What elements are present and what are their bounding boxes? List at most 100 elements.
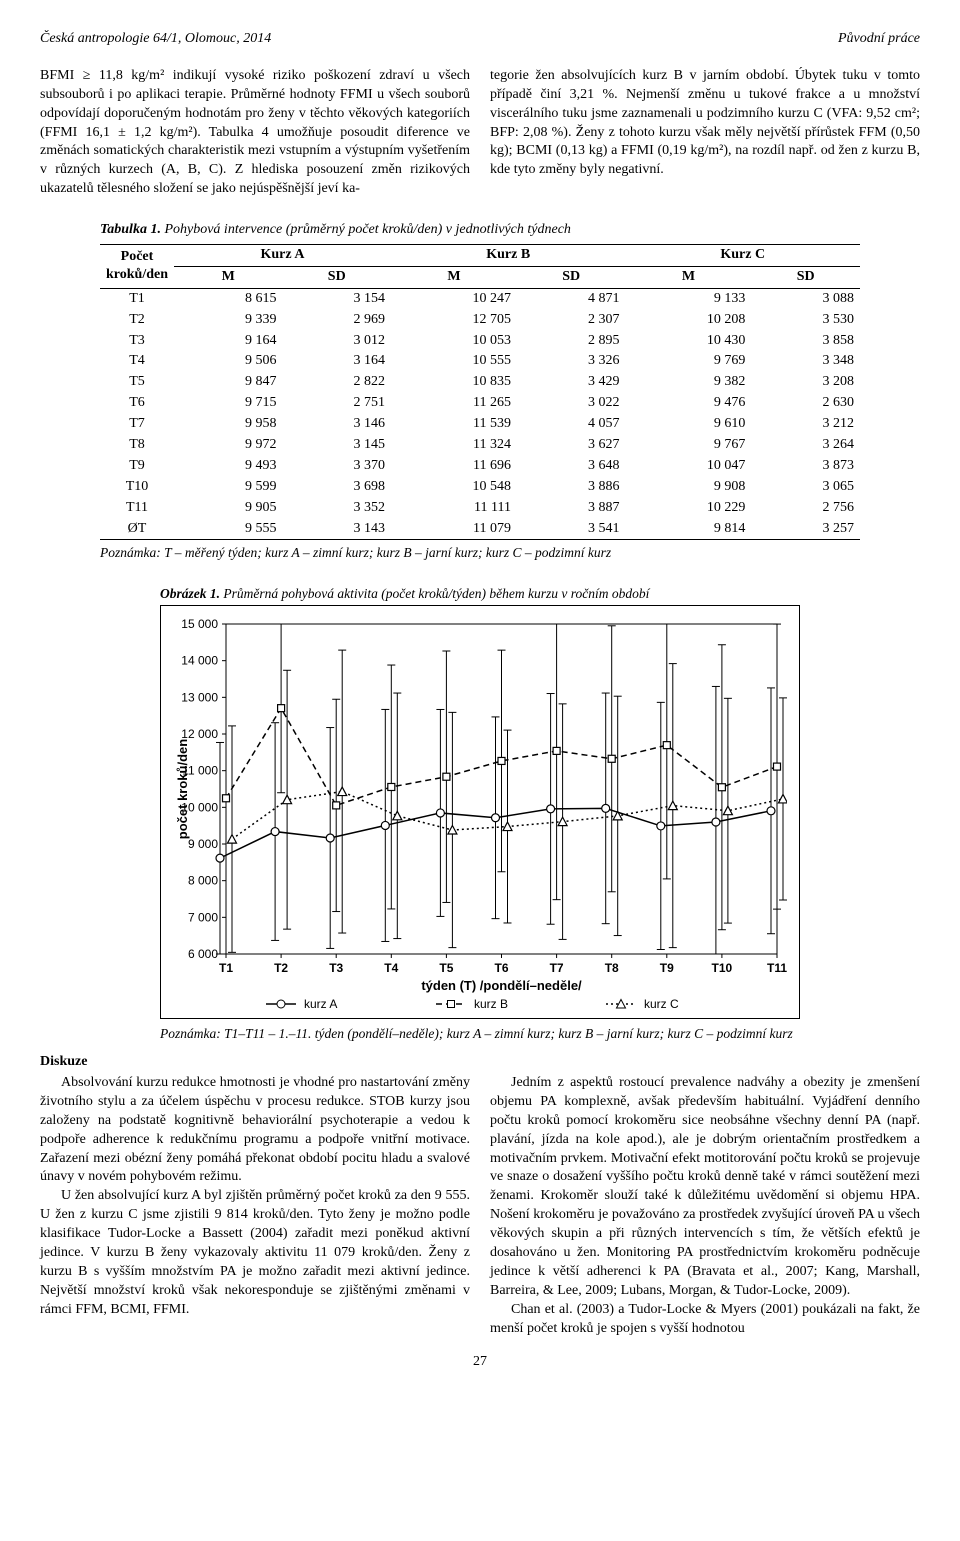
cell: 11 079	[391, 519, 517, 540]
cell: 9 905	[174, 498, 283, 519]
table-row: T69 7152 75111 2653 0229 4762 630	[100, 393, 860, 414]
table-sub: SD	[517, 266, 626, 288]
cell: 3 873	[751, 456, 860, 477]
cell: 3 257	[751, 519, 860, 540]
cell: 3 429	[517, 372, 626, 393]
table-row: T99 4933 37011 6963 64810 0473 873	[100, 456, 860, 477]
header-right: Původní práce	[838, 30, 920, 49]
table-row: T29 3392 96912 7052 30710 2083 530	[100, 310, 860, 331]
cell: 2 307	[517, 310, 626, 331]
cell: 2 969	[282, 310, 391, 331]
table-note: Poznámka: T – měřený týden; kurz A – zim…	[100, 544, 860, 562]
row-label: ØT	[100, 519, 174, 540]
table-row: T39 1643 01210 0532 89510 4303 858	[100, 331, 860, 352]
svg-text:kurz B: kurz B	[474, 997, 508, 1011]
svg-text:T9: T9	[660, 961, 674, 975]
row-label: T4	[100, 351, 174, 372]
cell: 3 352	[282, 498, 391, 519]
cell: 3 146	[282, 414, 391, 435]
page-number: 27	[40, 1353, 920, 1372]
svg-text:9 000: 9 000	[188, 837, 218, 851]
cell: 3 541	[517, 519, 626, 540]
intro-left: BFMI ≥ 11,8 kg/m² indikují vysoké riziko…	[40, 67, 470, 199]
cell: 9 599	[174, 477, 283, 498]
cell: 9 715	[174, 393, 283, 414]
table-row: T109 5993 69810 5483 8869 9083 065	[100, 477, 860, 498]
table-row: T79 9583 14611 5394 0579 6103 212	[100, 414, 860, 435]
cell: 9 493	[174, 456, 283, 477]
figure-1: Obrázek 1. Průměrná pohybová aktivita (p…	[160, 585, 800, 1043]
table-row: T49 5063 16410 5553 3269 7693 348	[100, 351, 860, 372]
cell: 3 022	[517, 393, 626, 414]
cell: 2 822	[282, 372, 391, 393]
cell: 9 769	[625, 351, 751, 372]
cell: 10 053	[391, 331, 517, 352]
cell: 3 627	[517, 435, 626, 456]
row-label: T6	[100, 393, 174, 414]
cell: 4 871	[517, 288, 626, 309]
svg-text:14 000: 14 000	[181, 654, 218, 668]
cell: 3 164	[282, 351, 391, 372]
svg-text:13 000: 13 000	[181, 690, 218, 704]
figure-note: Poznámka: T1–T11 – 1.–11. týden (pondělí…	[160, 1025, 800, 1043]
cell: 3 348	[751, 351, 860, 372]
cell: 11 265	[391, 393, 517, 414]
cell: 9 814	[625, 519, 751, 540]
cell: 3 208	[751, 372, 860, 393]
svg-text:T1: T1	[219, 961, 233, 975]
cell: 10 835	[391, 372, 517, 393]
chart-svg: 6 0007 0008 0009 00010 00011 00012 00013…	[171, 614, 787, 1014]
cell: 9 382	[625, 372, 751, 393]
svg-text:T8: T8	[605, 961, 619, 975]
svg-text:T11: T11	[767, 961, 787, 975]
row-label: T9	[100, 456, 174, 477]
svg-text:T3: T3	[329, 961, 343, 975]
cell: 3 143	[282, 519, 391, 540]
table-sub: M	[391, 266, 517, 288]
cell: 9 476	[625, 393, 751, 414]
row-label: T5	[100, 372, 174, 393]
cell: 8 615	[174, 288, 283, 309]
row-label: T7	[100, 414, 174, 435]
svg-text:T6: T6	[494, 961, 508, 975]
table-caption-prefix: Tabulka 1.	[100, 222, 161, 237]
cell: 9 958	[174, 414, 283, 435]
table-group-a: Kurz A	[174, 245, 391, 267]
cell: 12 705	[391, 310, 517, 331]
discussion-left: Absolvování kurzu redukce hmotnosti je v…	[40, 1074, 470, 1338]
cell: 3 088	[751, 288, 860, 309]
figure-caption: Obrázek 1. Průměrná pohybová aktivita (p…	[160, 585, 800, 603]
svg-text:T5: T5	[439, 961, 453, 975]
discussion-heading: Diskuze	[40, 1053, 920, 1072]
intro-columns: BFMI ≥ 11,8 kg/m² indikují vysoké riziko…	[40, 67, 920, 199]
table-row: T59 8472 82210 8353 4299 3823 208	[100, 372, 860, 393]
cell: 2 756	[751, 498, 860, 519]
row-label: T10	[100, 477, 174, 498]
cell: 3 698	[282, 477, 391, 498]
cell: 10 555	[391, 351, 517, 372]
cell: 3 065	[751, 477, 860, 498]
cell: 11 539	[391, 414, 517, 435]
cell: 9 767	[625, 435, 751, 456]
table-sub: M	[625, 266, 751, 288]
table-row: T89 9723 14511 3243 6279 7673 264	[100, 435, 860, 456]
cell: 10 548	[391, 477, 517, 498]
cell: 10 208	[625, 310, 751, 331]
discussion-columns: Absolvování kurzu redukce hmotnosti je v…	[40, 1074, 920, 1338]
table-row: T18 6153 15410 2474 8719 1333 088	[100, 288, 860, 309]
table-caption: Tabulka 1. Pohybová intervence (průměrný…	[100, 221, 860, 240]
svg-text:7 000: 7 000	[188, 910, 218, 924]
cell: 9 555	[174, 519, 283, 540]
cell: 4 057	[517, 414, 626, 435]
cell: 10 229	[625, 498, 751, 519]
svg-text:15 000: 15 000	[181, 617, 218, 631]
data-table: Počet kroků/den Kurz A Kurz B Kurz C M S…	[100, 244, 860, 540]
table-sub: SD	[282, 266, 391, 288]
svg-text:T4: T4	[384, 961, 398, 975]
cell: 9 164	[174, 331, 283, 352]
cell: 9 847	[174, 372, 283, 393]
table-row: ØT9 5553 14311 0793 5419 8143 257	[100, 519, 860, 540]
cell: 11 111	[391, 498, 517, 519]
svg-text:týden (T) /pondělí–neděle/: týden (T) /pondělí–neděle/	[421, 978, 582, 993]
cell: 2 751	[282, 393, 391, 414]
